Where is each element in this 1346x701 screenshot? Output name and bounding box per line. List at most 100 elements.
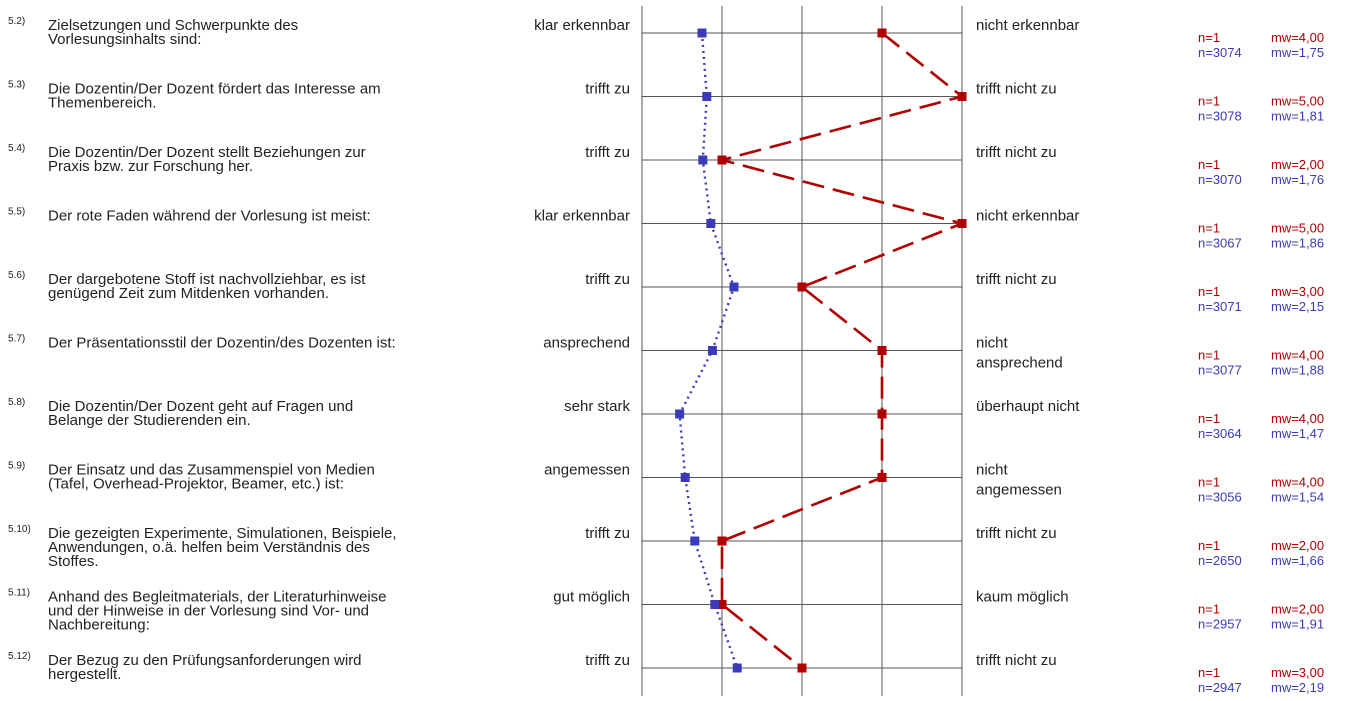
item-question-line: Anhand des Begleitmaterials, der Literat… (48, 589, 387, 606)
item-question-line: Der dargebotene Stoff ist nachvollziehba… (48, 271, 366, 288)
left-pole-label: ansprechend (543, 335, 630, 352)
course-point (877, 346, 887, 355)
course-mean: mw=2,00 (1271, 157, 1324, 172)
item-question-line: Der Einsatz und das Zusammenspiel von Me… (48, 462, 375, 479)
course-n: n=1 (1198, 538, 1220, 553)
course-mean: mw=5,00 (1271, 94, 1324, 109)
item-question-line: Der Bezug zu den Prüfungsanforderungen w… (48, 652, 362, 669)
right-pole-label: nicht erkennbar (976, 17, 1079, 34)
course-mean: mw=2,00 (1271, 602, 1324, 617)
course-point (717, 155, 727, 165)
item-question-line: und der Hinweise in der Vorlesung sind V… (48, 603, 369, 620)
comparison-n: n=2650 (1198, 553, 1242, 568)
comparison-point (707, 346, 717, 355)
comparison-point (710, 600, 720, 609)
comparison-point (698, 155, 708, 165)
left-pole-label: gut möglich (553, 589, 630, 606)
item-number: 5.5) (8, 207, 25, 218)
item-question-line: Themenbereich. (48, 95, 156, 112)
right-pole-label: trifft nicht zu (976, 81, 1057, 98)
comparison-mean: mw=2,15 (1271, 299, 1324, 314)
course-mean: mw=4,00 (1271, 475, 1324, 490)
course-mean: mw=2,00 (1271, 538, 1324, 553)
item-question-line: genügend Zeit zum Mitdenken vorhanden. (48, 285, 329, 302)
comparison-n: n=2947 (1198, 680, 1242, 695)
comparison-mean: mw=2,19 (1271, 680, 1324, 695)
comparison-mean: mw=1,75 (1271, 45, 1324, 60)
item-number: 5.12) (8, 651, 31, 662)
course-point (797, 282, 807, 292)
item-question-line: Die Dozentin/Der Dozent geht auf Fragen … (48, 398, 353, 415)
course-point (877, 409, 887, 419)
right-pole-label: angemessen (976, 482, 1062, 499)
course-n: n=1 (1198, 94, 1220, 109)
right-pole-label: ansprechend (976, 355, 1063, 372)
left-pole-label: klar erkennbar (534, 208, 630, 225)
course-point (957, 92, 967, 101)
course-point (877, 28, 887, 38)
course-n: n=1 (1198, 284, 1220, 299)
comparison-mean: mw=1,91 (1271, 617, 1324, 632)
course-n: n=1 (1198, 665, 1220, 680)
left-pole-label: trifft zu (585, 652, 630, 669)
course-point (717, 600, 727, 609)
comparison-point (729, 282, 739, 292)
comparison-n: n=3070 (1198, 172, 1242, 187)
comparison-n: n=3074 (1198, 45, 1242, 60)
comparison-mean: mw=1,81 (1271, 109, 1324, 124)
course-mean: mw=3,00 (1271, 284, 1324, 299)
right-pole-label: nicht erkennbar (976, 208, 1079, 225)
left-pole-label: trifft zu (585, 81, 630, 98)
item-question-line: Zielsetzungen und Schwerpunkte des (48, 17, 298, 34)
course-point (957, 219, 967, 228)
course-mean: mw=3,00 (1271, 665, 1324, 680)
item-question-line: Die gezeigten Experimente, Simulationen,… (48, 525, 397, 542)
course-n: n=1 (1198, 30, 1220, 45)
comparison-point (697, 28, 707, 38)
comparison-mean: mw=1,88 (1271, 363, 1324, 378)
right-pole-label: nicht (976, 462, 1009, 479)
item-question-line: (Tafel, Overhead-Projektor, Beamer, etc.… (48, 476, 344, 493)
item-question-line: Belange der Studierenden ein. (48, 412, 251, 429)
right-pole-label: trifft nicht zu (976, 271, 1057, 288)
comparison-point (690, 536, 700, 546)
course-point (717, 536, 727, 546)
item-number: 5.4) (8, 143, 25, 154)
course-point (877, 473, 887, 482)
course-n: n=1 (1198, 411, 1220, 426)
course-mean: mw=5,00 (1271, 221, 1324, 236)
item-question-line: Nachbereitung: (48, 617, 150, 634)
course-n: n=1 (1198, 475, 1220, 490)
item-question-line: Anwendungen, o.ä. helfen beim Verständni… (48, 539, 370, 556)
left-pole-label: trifft zu (585, 525, 630, 542)
item-question-line: Der rote Faden während der Vorlesung ist… (48, 208, 371, 225)
comparison-mean: mw=1,54 (1271, 490, 1324, 505)
left-pole-label: trifft zu (585, 271, 630, 288)
item-question-line: Die Dozentin/Der Dozent fördert das Inte… (48, 81, 381, 98)
comparison-n: n=3078 (1198, 109, 1242, 124)
comparison-mean: mw=1,76 (1271, 172, 1324, 187)
item-question-line: Vorlesungsinhalts sind: (48, 31, 201, 48)
left-pole-label: sehr stark (564, 398, 630, 415)
comparison-point (706, 219, 716, 228)
item-number: 5.2) (8, 16, 25, 27)
course-n: n=1 (1198, 157, 1220, 172)
item-number: 5.10) (8, 524, 31, 535)
item-question-line: Die Dozentin/Der Dozent stellt Beziehung… (48, 144, 366, 161)
right-pole-label: trifft nicht zu (976, 525, 1057, 542)
comparison-mean: mw=1,66 (1271, 553, 1324, 568)
comparison-point (702, 92, 712, 101)
item-number: 5.6) (8, 270, 25, 281)
item-number: 5.8) (8, 397, 25, 408)
item-number: 5.7) (8, 334, 25, 345)
comparison-point (675, 409, 685, 419)
item-number: 5.11) (8, 588, 30, 599)
course-n: n=1 (1198, 348, 1220, 363)
comparison-n: n=3056 (1198, 490, 1242, 505)
course-mean: mw=4,00 (1271, 30, 1324, 45)
comparison-mean: mw=1,86 (1271, 236, 1324, 251)
comparison-mean: mw=1,47 (1271, 426, 1324, 441)
right-pole-label: überhaupt nicht (976, 398, 1080, 415)
comparison-n: n=2957 (1198, 617, 1242, 632)
